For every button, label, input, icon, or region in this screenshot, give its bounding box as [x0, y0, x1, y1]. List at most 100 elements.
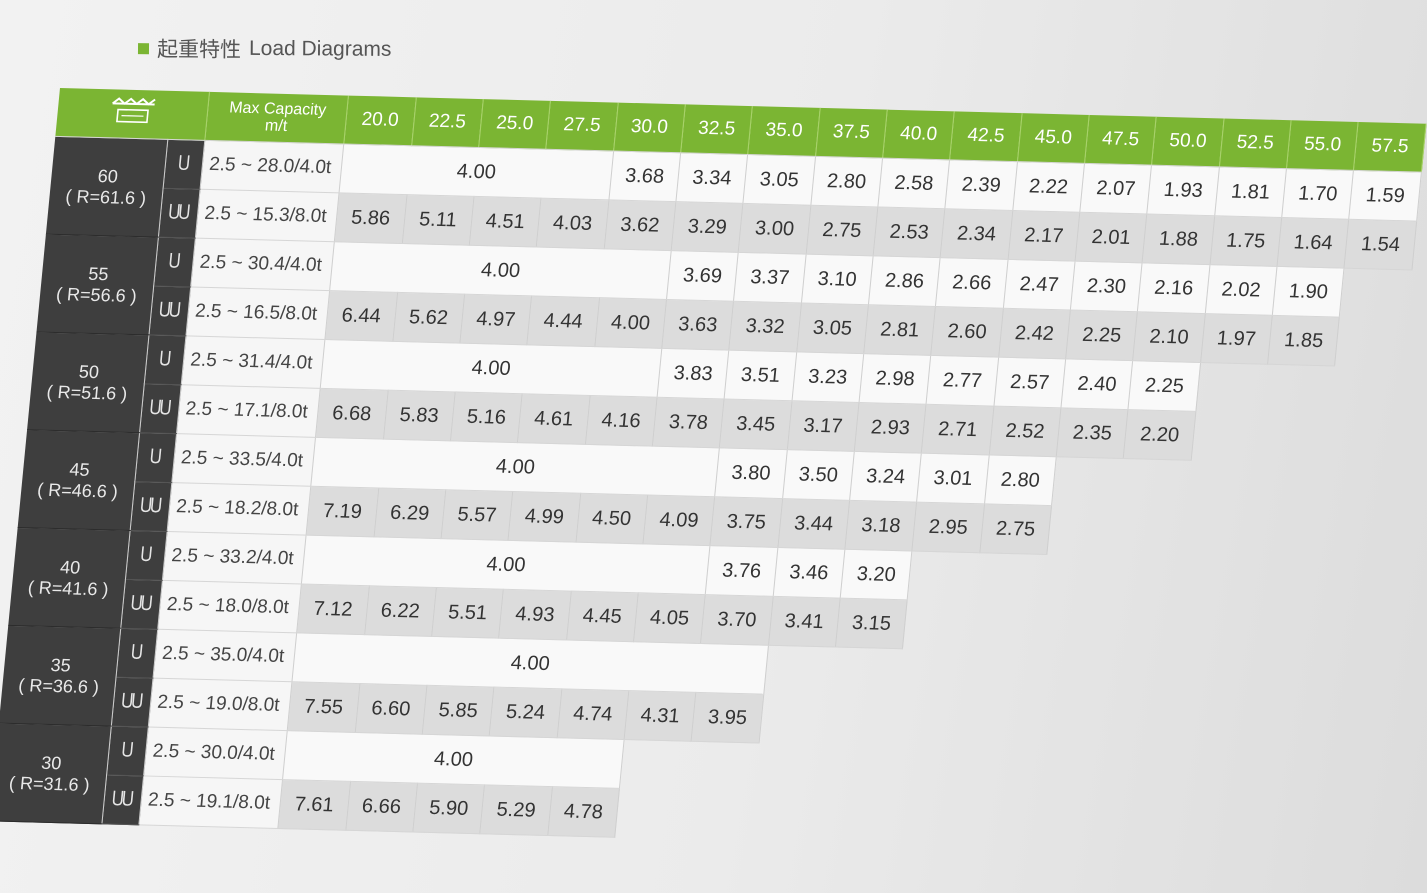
empty-cell — [763, 645, 835, 696]
empty-cell — [1052, 457, 1124, 508]
capacity-cell: 3.45 — [719, 398, 792, 450]
boom-row-double: 2.5 ~ 16.5/8.0t 6.44 5.62 4.97 4.44 4.00 3.63 3… — [37, 283, 1408, 368]
empty-cell — [898, 649, 970, 700]
capacity-cell: 3.51 — [724, 350, 797, 401]
radius-header: 22.5 — [411, 97, 484, 148]
empty-cell — [893, 698, 965, 749]
capacity-cell: 4.05 — [633, 592, 706, 644]
empty-cell — [1191, 411, 1263, 462]
empty-cell — [1326, 415, 1398, 466]
range-cell: 2.5 ~ 30.0/4.0t — [143, 727, 288, 780]
empty-cell — [1153, 802, 1225, 853]
capacity-cell: 2.77 — [926, 355, 999, 407]
radius-header: 45.0 — [1017, 113, 1090, 164]
capacity-cell: 6.60 — [354, 683, 427, 735]
empty-cell — [1095, 703, 1167, 754]
capacity-cell: 5.24 — [489, 687, 562, 738]
empty-cell — [1114, 507, 1186, 558]
boom-length-cell: 55( R=56.6 ) — [36, 234, 159, 335]
boom-row-single: 40( R=41.6 ) 2.5 ~ 33.2/4.0t 4.00 3.76 3.46 3… — [8, 527, 1384, 629]
double-hook-icon — [122, 692, 144, 708]
radius-header: 55.0 — [1286, 120, 1359, 171]
empty-cell — [1293, 757, 1365, 808]
capacity-cell: 2.75 — [979, 503, 1052, 555]
capacity-cell: 3.10 — [801, 254, 874, 305]
capacity-cell: 5.83 — [383, 390, 456, 441]
boom-radius: ( R=36.6 ) — [17, 674, 101, 697]
range-cell: 2.5 ~ 33.5/4.0t — [172, 433, 316, 487]
capacity-cell: 5.16 — [450, 391, 523, 443]
empty-cell — [1244, 560, 1316, 611]
capacity-cell: 3.23 — [791, 351, 864, 403]
single-hook-cell — [144, 334, 187, 385]
empty-cell — [749, 792, 821, 843]
range-cell: 2.5 ~ 30.4/4.0t — [190, 238, 335, 291]
capacity-cell: 6.29 — [373, 487, 446, 539]
capacity-cell: 5.62 — [392, 292, 465, 344]
capacity-cell: 3.46 — [772, 547, 845, 599]
capacity-cell: 4.50 — [575, 493, 648, 544]
range-cell: 2.5 ~ 18.0/8.0t — [157, 580, 302, 633]
capacity-cell: 2.40 — [1061, 358, 1134, 410]
capacity-cell: 2.75 — [805, 205, 878, 256]
boom-length: 50 — [78, 361, 101, 382]
capacity-cell: 2.39 — [945, 159, 1018, 211]
capacity-cell: 3.17 — [787, 400, 860, 452]
range-cell: 2.5 ~ 31.4/4.0t — [181, 335, 326, 389]
boom-row-double: 2.5 ~ 18.2/8.0t 7.19 6.29 5.57 4.99 4.50 4.09 3… — [18, 479, 1389, 564]
empty-cell — [1307, 610, 1379, 661]
capacity-cell: 1.70 — [1281, 168, 1354, 220]
radius-header: 32.5 — [680, 104, 753, 155]
section-heading: 起重特性 Load Diagrams — [137, 33, 392, 65]
boom-radius: ( R=41.6 ) — [26, 576, 110, 599]
radius-header: 20.0 — [344, 95, 417, 146]
crane-logo-cell — [55, 88, 210, 141]
capacity-cell: 5.85 — [422, 685, 495, 736]
empty-cell — [1311, 562, 1383, 613]
double-hook-cell — [139, 383, 182, 434]
empty-cell — [1028, 701, 1100, 752]
boom-length: 55 — [87, 263, 110, 284]
capacity-cell: 1.88 — [1142, 214, 1215, 265]
double-hook-cell — [102, 774, 144, 825]
capacity-cell: 7.19 — [306, 486, 379, 537]
capacity-cell: 1.93 — [1147, 165, 1220, 216]
double-hook-icon — [141, 496, 163, 512]
empty-cell — [1100, 654, 1172, 705]
boom-row-double: 2.5 ~ 19.0/8.0t 7.55 6.60 5.85 5.24 4.74 4.31 3… — [0, 674, 1370, 759]
capacity-cell: 1.54 — [1344, 219, 1417, 270]
empty-cell — [1335, 317, 1407, 368]
capacity-cell: 2.80 — [984, 454, 1057, 506]
empty-cell — [965, 651, 1037, 702]
boom-length-cell: 45( R=46.6 ) — [17, 429, 140, 531]
capacity-cell: 3.70 — [700, 594, 773, 646]
empty-cell — [831, 647, 903, 698]
heading-marker-icon — [137, 42, 150, 54]
capacity-cell: 2.58 — [877, 158, 950, 209]
capacity-cell: 4.78 — [547, 786, 620, 838]
capacity-cell: 3.20 — [840, 549, 913, 600]
crane-icon — [111, 97, 156, 124]
single-hook-cell — [107, 726, 149, 776]
empty-cell — [1225, 755, 1297, 806]
capacity-cell: 2.81 — [863, 304, 936, 356]
double-hook-cell — [149, 286, 191, 336]
boom-length: 30 — [40, 752, 63, 773]
max-capacity-header: Max Capacity m/t — [205, 91, 349, 144]
range-cell: 2.5 ~ 19.1/8.0t — [139, 775, 283, 829]
capacity-cell: 3.05 — [796, 302, 869, 354]
boom-radius: ( R=31.6 ) — [8, 772, 91, 795]
load-diagram-table: Max Capacity m/t 20.0 22.5 25.0 27.5 30.0 32.… — [0, 88, 1427, 857]
double-hook-icon — [150, 399, 172, 415]
capacity-cell: 2.98 — [859, 353, 932, 405]
capacity-cell: 2.16 — [1137, 262, 1210, 314]
capacity-cell: 2.10 — [1133, 311, 1206, 363]
flat-capacity-cell: 4.00 — [329, 241, 672, 300]
capacity-cell: 3.50 — [782, 449, 855, 501]
capacity-cell: 3.62 — [603, 199, 676, 251]
boom-row-double: 2.5 ~ 15.3/8.0t 5.86 5.11 4.51 4.03 3.62 3.29 3… — [46, 185, 1417, 270]
radius-header: 35.0 — [747, 106, 820, 157]
radius-header: 52.5 — [1219, 118, 1292, 169]
heading-en: Load Diagrams — [248, 36, 392, 61]
empty-cell — [1230, 706, 1302, 757]
